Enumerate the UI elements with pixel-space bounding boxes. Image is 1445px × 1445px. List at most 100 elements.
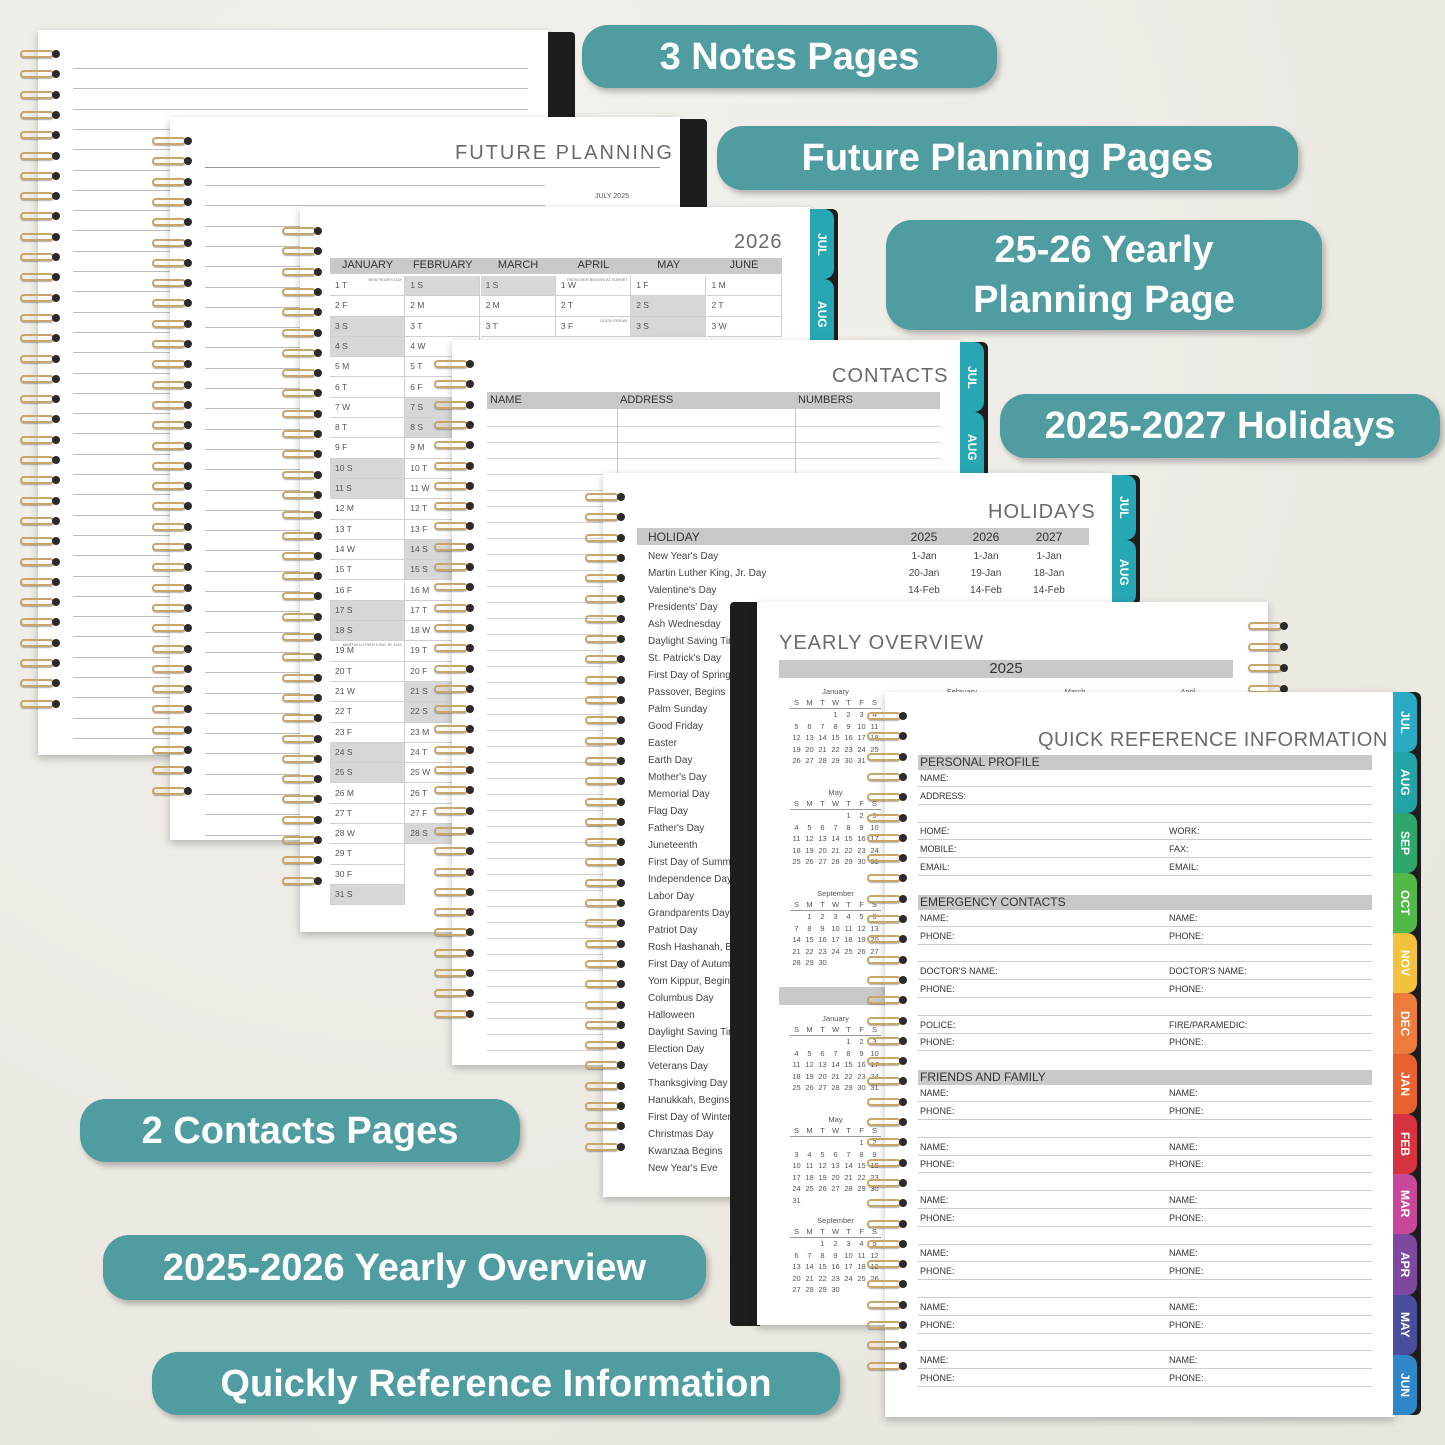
coil-ring — [867, 1321, 901, 1329]
coil-hole — [314, 734, 322, 743]
coil-ring — [585, 594, 619, 603]
calendar-day: 10 — [870, 822, 879, 832]
coil-hole — [466, 989, 474, 998]
coil-ring — [152, 502, 186, 511]
calendar-day: 20 — [818, 845, 827, 855]
weekday-label: S — [871, 1126, 877, 1135]
month-name: May — [828, 1115, 843, 1124]
calendar-day: 26 — [818, 1184, 827, 1193]
column-header: 2025 — [910, 530, 938, 544]
month-tab-sep[interactable]: SEP — [1393, 812, 1417, 873]
spiral-coil-icon — [867, 1096, 907, 1108]
month-tab-jul[interactable]: JUL — [810, 209, 834, 279]
holiday-name: First Day of Winter — [648, 1112, 731, 1123]
calendar-day: 1 — [807, 912, 812, 921]
month-tab-apr[interactable]: APR — [1393, 1234, 1417, 1295]
field-label: HOME: — [920, 826, 950, 837]
day-cell: 30 F — [330, 864, 405, 885]
month-tab-may[interactable]: MAY — [1393, 1294, 1417, 1355]
spiral-coil-icon — [434, 784, 474, 796]
spiral-coil-icon — [1248, 620, 1288, 632]
month-tab-jun[interactable]: JUN — [1393, 1354, 1417, 1415]
coil-hole — [52, 273, 60, 282]
calendar-day: 23 — [818, 946, 827, 956]
coil-ring — [585, 493, 619, 501]
month-tab-aug[interactable]: AUG — [810, 279, 834, 349]
spiral-coil-icon — [585, 593, 625, 605]
coil-ring — [585, 696, 619, 704]
coil-ring — [867, 712, 901, 720]
spiral-coil-icon — [867, 1116, 907, 1128]
coil-ring — [867, 1361, 901, 1370]
day-cell: 19 M MARTIN LUTHER KING JR. DAY — [330, 641, 405, 662]
calendar-day: 17 — [857, 733, 866, 742]
coil-hole — [617, 1122, 625, 1131]
calendar-day: 11 — [792, 834, 801, 843]
calendar-day: 8 — [846, 1048, 851, 1058]
coil-ring — [282, 328, 316, 337]
spiral-coil-icon — [585, 552, 625, 564]
month-tab-mar[interactable]: MAR — [1393, 1174, 1417, 1235]
spiral-coil-icon — [434, 663, 474, 675]
coil-ring — [20, 395, 54, 404]
coil-hole — [899, 793, 907, 802]
coil-hole — [617, 919, 625, 928]
holiday-name: New Year's Eve — [648, 1163, 718, 1174]
label-line-1: 25-26 Yearly — [994, 229, 1214, 271]
field-label: NAME: — [920, 912, 949, 923]
divider — [790, 910, 881, 911]
month-tab-aug[interactable]: AUG — [1393, 752, 1417, 813]
coil-ring — [20, 192, 54, 201]
month-tab-dec[interactable]: DEC — [1393, 993, 1417, 1054]
field-line — [918, 1279, 1372, 1281]
coil-ring — [585, 1142, 619, 1151]
divider — [790, 1136, 881, 1137]
month-tab-aug[interactable]: AUG — [960, 412, 984, 482]
coil-hole — [314, 612, 322, 621]
month-tabs: JUL AUG SEP OCT NOV DEC JAN FEB MAR APR MAY JUN — [1393, 692, 1421, 1415]
month-tab-aug[interactable]: AUG — [1112, 540, 1136, 605]
spiral-coil-icon — [867, 1197, 907, 1209]
coil-hole — [314, 775, 322, 784]
calendar-day: 28 — [831, 857, 840, 866]
coil-ring — [434, 806, 468, 815]
calendar-day: 26 — [857, 946, 866, 956]
spiral-coil-icon — [152, 277, 192, 289]
calendar-day: 7 — [846, 1149, 851, 1159]
coil-ring — [585, 553, 619, 562]
spiral-coil-icon — [282, 692, 322, 704]
spiral-coil-icon — [20, 109, 60, 121]
calendar-day: 20 — [870, 935, 879, 944]
coil-hole — [52, 313, 60, 322]
calendar-day: 7 — [794, 923, 799, 933]
day-cell: 26 M — [330, 783, 405, 804]
month-tab-oct[interactable]: OCT — [1393, 872, 1417, 933]
month-tab-jan[interactable]: JAN — [1393, 1053, 1417, 1114]
coil-ring — [585, 919, 619, 928]
coil-ring — [282, 227, 316, 235]
month-name: May — [828, 788, 843, 797]
coil-ring — [282, 633, 316, 641]
coil-hole — [899, 1036, 907, 1045]
coil-hole — [184, 502, 192, 511]
spiral-coil-icon — [585, 999, 625, 1011]
calendar-day: 7 — [833, 822, 838, 832]
coil-ring — [867, 1239, 901, 1248]
coil-hole — [899, 1321, 907, 1329]
coil-ring — [585, 858, 619, 867]
month-label: JULY 2025 — [595, 193, 629, 200]
coil-hole — [466, 928, 474, 937]
coil-ring — [282, 572, 316, 581]
month-tab-jul[interactable]: JUL — [1112, 475, 1136, 540]
spiral-coil-icon — [152, 541, 192, 553]
month-tab-feb[interactable]: FEB — [1393, 1113, 1417, 1174]
month-tab-jul[interactable]: JUL — [1393, 692, 1417, 753]
month-tab-nov[interactable]: NOV — [1393, 933, 1417, 994]
spiral-coil-icon — [282, 448, 322, 460]
coil-hole — [52, 415, 60, 424]
coil-ring — [152, 340, 186, 348]
coil-ring — [867, 1219, 901, 1228]
month-tab-jul[interactable]: JUL — [960, 342, 984, 412]
spiral-coil-icon — [20, 251, 60, 263]
day-note: MARTIN LUTHER KING JR. DAY — [342, 642, 402, 648]
